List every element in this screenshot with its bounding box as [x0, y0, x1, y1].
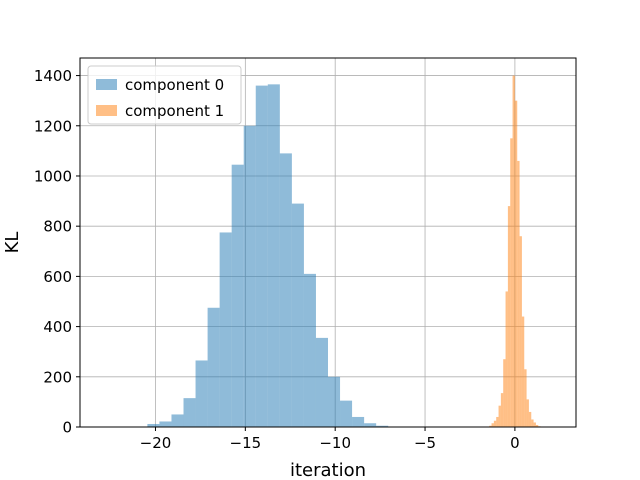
bar-component-1-19 — [533, 422, 536, 427]
bar-component-0-14 — [315, 337, 328, 427]
bar-component-0-2 — [171, 414, 184, 427]
bar-component-1-16 — [526, 399, 529, 427]
x-tick-label: −5 — [414, 434, 436, 452]
y-tick-label: 1000 — [34, 167, 72, 185]
bar-component-0-4 — [195, 360, 208, 427]
bar-component-0-3 — [183, 398, 196, 427]
x-tick-label: −10 — [319, 434, 351, 452]
bar-component-1-13 — [519, 236, 522, 427]
y-axis-label: KL — [2, 232, 23, 254]
bar-component-1-11 — [514, 100, 518, 428]
bar-component-1-18 — [531, 419, 534, 427]
bar-component-1-10 — [512, 75, 515, 428]
bar-component-1-1 — [491, 423, 494, 427]
y-tick-label: 1400 — [34, 67, 72, 85]
bar-component-0-16 — [340, 400, 353, 427]
bar-component-0-11 — [279, 153, 292, 427]
bar-component-1-12 — [517, 160, 520, 427]
bar-component-0-7 — [231, 164, 244, 428]
bar-component-0-18 — [364, 423, 377, 427]
axis-ticks: −20 −15 −10 −5 0 0 200 400 600 800 1000 1200 1400 — [34, 67, 520, 452]
x-tick-label: 0 — [510, 434, 520, 452]
bar-component-0-8 — [243, 125, 256, 427]
bar-component-0-1 — [159, 421, 172, 427]
bar-component-1-6 — [503, 359, 506, 427]
legend-swatch-1 — [96, 105, 117, 116]
y-tick-label: 1200 — [34, 117, 72, 135]
bars — [147, 75, 541, 428]
bar-component-1-5 — [500, 393, 504, 427]
y-tick-label: 400 — [43, 318, 72, 336]
bar-component-0-6 — [219, 232, 232, 427]
y-tick-label: 800 — [43, 218, 72, 236]
bar-component-0-13 — [303, 273, 316, 427]
bar-component-1-9 — [510, 138, 513, 427]
bar-component-0-0 — [147, 423, 160, 427]
x-tick-label: −15 — [230, 434, 262, 452]
bar-component-0-15 — [328, 376, 341, 427]
y-tick-label: 0 — [62, 419, 72, 437]
bar-component-1-14 — [521, 316, 525, 427]
y-tick-label: 600 — [43, 268, 72, 286]
bar-component-1-7 — [505, 291, 508, 427]
bar-component-1-20 — [535, 424, 539, 427]
legend-label-1: component 1 — [125, 102, 224, 120]
bar-component-0-9 — [255, 85, 268, 427]
legend: component 0 component 1 — [87, 65, 242, 125]
bar-component-0-5 — [207, 307, 220, 427]
bar-component-0-19 — [376, 425, 389, 427]
bar-component-1-17 — [528, 411, 532, 427]
plot-frame — [79, 57, 577, 428]
legend-box — [87, 65, 242, 125]
legend-swatch-0 — [96, 79, 117, 90]
bar-component-0-17 — [352, 416, 365, 427]
y-tick-label: 200 — [43, 368, 72, 386]
bar-component-1-2 — [493, 420, 497, 427]
bar-component-0-12 — [291, 203, 304, 427]
bar-component-1-15 — [524, 369, 527, 427]
legend-label-0: component 0 — [125, 76, 224, 94]
x-tick-label: −20 — [140, 434, 172, 452]
bar-component-1-0 — [489, 425, 492, 427]
x-axis-label: iteration — [290, 460, 366, 480]
bar-component-1-8 — [507, 206, 511, 427]
bar-component-1-3 — [496, 416, 499, 427]
bar-component-0-10 — [267, 84, 280, 427]
bar-component-1-4 — [498, 405, 501, 427]
